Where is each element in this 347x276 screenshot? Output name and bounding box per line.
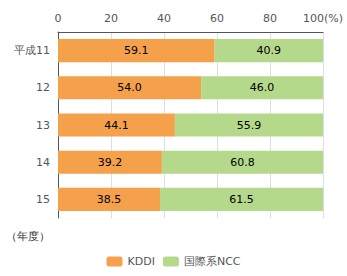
svg-text:60: 60	[210, 12, 224, 25]
svg-text:20: 20	[104, 12, 118, 25]
svg-text:59.1: 59.1	[124, 44, 149, 57]
svg-text:60.8: 60.8	[230, 156, 255, 169]
svg-text:国際系NCC: 国際系NCC	[184, 255, 241, 268]
svg-text:40.9: 40.9	[257, 44, 282, 57]
svg-text:（年度）: （年度）	[6, 230, 50, 243]
svg-text:55.9: 55.9	[237, 119, 262, 132]
svg-text:39.2: 39.2	[98, 156, 123, 169]
svg-text:61.5: 61.5	[229, 193, 254, 206]
svg-text:80: 80	[263, 12, 277, 25]
svg-text:100(%): 100(%)	[303, 12, 343, 25]
svg-text:40: 40	[157, 12, 171, 25]
svg-text:14: 14	[36, 156, 50, 169]
svg-text:0: 0	[55, 12, 62, 25]
svg-text:46.0: 46.0	[250, 81, 275, 94]
svg-text:13: 13	[36, 119, 50, 132]
svg-text:44.1: 44.1	[104, 119, 128, 132]
svg-text:54.0: 54.0	[117, 81, 142, 94]
svg-text:12: 12	[36, 81, 50, 94]
svg-text:平成11: 平成11	[14, 44, 50, 57]
svg-text:KDDI: KDDI	[128, 255, 155, 268]
svg-text:15: 15	[36, 193, 50, 206]
svg-text:38.5: 38.5	[97, 193, 122, 206]
